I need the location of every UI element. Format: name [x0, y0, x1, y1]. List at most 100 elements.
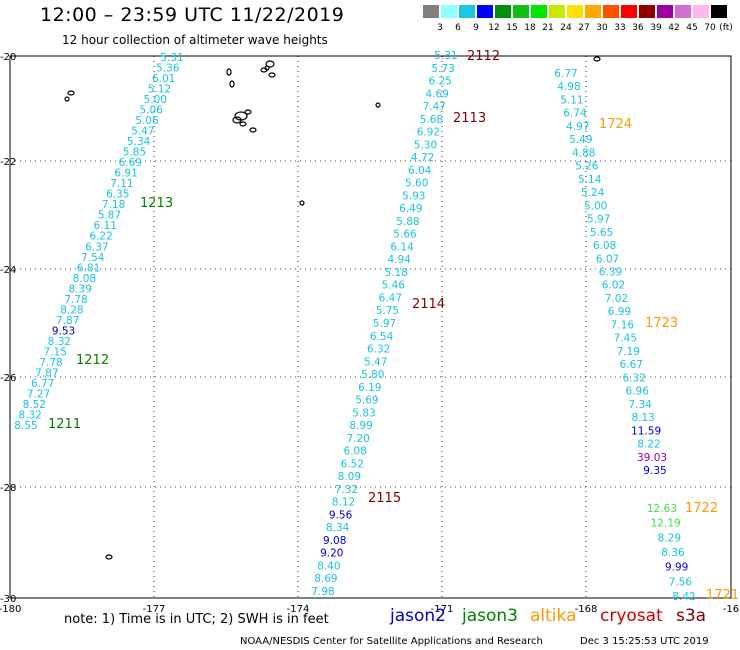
wave-height-value: 6.08 — [593, 240, 616, 252]
wave-height-value: 6.35 — [106, 189, 129, 201]
wave-height-value: 6.69 — [119, 157, 142, 169]
scale-swatch — [585, 5, 601, 18]
wave-height-value: 6.02 — [602, 280, 625, 292]
scale-swatch — [693, 5, 709, 18]
scale-label: 30 — [596, 23, 608, 33]
wave-height-value: 9.56 — [329, 509, 353, 521]
scale-swatch — [459, 5, 475, 18]
wave-height-value: 6.22 — [89, 231, 112, 243]
track-time-label: 1722 — [685, 501, 718, 516]
y-tick-label: -20 — [0, 52, 16, 63]
generation-timestamp: Dec 3 15:25:53 UTC 2019 — [580, 636, 709, 647]
wave-height-value: 6.32 — [623, 372, 646, 384]
scale-label: 21 — [542, 23, 554, 33]
wave-height-value: 4.97 — [566, 121, 589, 133]
wave-height-value: 7.56 — [669, 576, 693, 588]
island-outline — [229, 80, 235, 88]
wave-height-value: 5.97 — [587, 214, 610, 226]
wave-height-value: 8.52 — [23, 399, 46, 411]
axis-tick-labels: -180 -177 -174 -171 -168 -16 -20 -22 -24 -26 -28 -3… — [0, 52, 739, 615]
y-tick-label: -30 — [0, 594, 16, 605]
wave-height-value: 7.11 — [110, 178, 133, 190]
wave-height-value: 7.34 — [628, 399, 652, 411]
island-outline — [105, 554, 113, 560]
scale-label: 39 — [650, 23, 662, 33]
wave-height-value: 5.47 — [131, 126, 154, 138]
scale-unit: (ft) — [719, 23, 733, 33]
wave-height-value: 6.52 — [341, 458, 364, 470]
wave-height-value: 5.66 — [393, 229, 417, 241]
scale-label: 42 — [668, 23, 680, 33]
island-outline — [268, 72, 276, 78]
track-time-label: 2112 — [467, 49, 500, 64]
map-border — [9, 55, 732, 599]
wave-height-value: 5.97 — [373, 318, 396, 330]
scale-label: 33 — [614, 23, 626, 33]
wave-height-value: 5.26 — [575, 161, 599, 173]
page-title: 12:00 – 23:59 UTC 11/22/2019 — [40, 4, 345, 26]
footer-note: note: 1) Time is in UTC; 2) SWH is in fe… — [64, 612, 329, 627]
x-tick-label: -174 — [287, 604, 310, 615]
island-outline — [264, 65, 270, 71]
wave-height-value: 6.96 — [626, 386, 650, 398]
x-tick-label: -180 — [0, 604, 21, 615]
wave-height-value: 6.54 — [370, 331, 394, 343]
island-outline — [299, 200, 305, 206]
wave-height-value: 12.63 — [647, 503, 677, 515]
wave-height-value: 5.80 — [361, 369, 384, 381]
track-time-label: 1721 — [706, 588, 739, 603]
track-time-labels: 1213 1212 1211 2112 2113 2114 2115 1724 1723 1722… — [48, 49, 739, 603]
island-outline — [265, 60, 275, 68]
island-outline — [239, 121, 247, 127]
wave-height-value: 5.73 — [431, 63, 454, 75]
wave-height-value: 6.47 — [379, 292, 402, 304]
wave-height-value: 7.15 — [44, 346, 67, 358]
wave-height-value: 6.08 — [344, 446, 367, 458]
wave-height-value: 7.87 — [56, 315, 79, 327]
wave-height-value: 8.29 — [658, 532, 681, 544]
satellite-label-jason3: jason3 — [462, 606, 518, 626]
wave-height-value: 7.20 — [346, 433, 369, 445]
wave-height-value: 5.31 — [160, 52, 183, 64]
track-east: 6.774.985.11 6.744.975.494.88 5.265.145.24… — [554, 68, 667, 477]
x-tick-label: -177 — [143, 604, 166, 615]
wave-height-value: 8.55 — [14, 420, 37, 432]
scale-label: 12 — [488, 23, 500, 33]
wave-height-value: 5.88 — [396, 216, 419, 228]
track-east-tail: 12.63 12.19 8.29 8.36 9.99 7.56 8.42 — [647, 503, 696, 603]
wave-height-value: 6.11 — [94, 220, 117, 232]
track-time-label: 2115 — [368, 491, 401, 506]
wave-height-value: 9.99 — [665, 562, 688, 574]
wave-height-value: 6.07 — [596, 253, 619, 265]
island-outline — [244, 109, 252, 115]
wave-height-value: 8.36 — [661, 547, 685, 559]
wave-height-value: 6.19 — [358, 382, 381, 394]
wave-height-value: 6.77 — [554, 68, 577, 80]
track-time-label: 2113 — [453, 111, 486, 126]
map-frame — [9, 55, 732, 599]
wave-height-value: 6.81 — [77, 262, 100, 274]
scale-label: 3 — [437, 23, 443, 33]
wave-height-value: 5.31 — [434, 50, 457, 62]
scale-swatch — [657, 5, 673, 18]
satellite-label-cryosat: cryosat — [600, 606, 663, 626]
wave-height-value: 5.00 — [584, 200, 607, 212]
wave-height-value: 5.87 — [98, 210, 121, 222]
y-tick-label: -26 — [0, 373, 16, 384]
wave-height-value: 8.22 — [637, 439, 660, 451]
wave-height-value: 6.49 — [399, 203, 422, 215]
y-tick-label: -28 — [0, 483, 16, 494]
wave-height-value: 5.06 — [135, 115, 159, 127]
scale-swatch — [567, 5, 583, 18]
wave-height-value: 8.12 — [332, 497, 355, 509]
scale-swatch — [621, 5, 637, 18]
island-outline — [593, 56, 601, 62]
track-time-label: 1724 — [599, 117, 632, 132]
wave-height-value: 9.08 — [323, 535, 346, 547]
wave-height-value: 7.18 — [102, 199, 125, 211]
wave-height-value: 7.47 — [423, 101, 446, 113]
wave-height-value: 8.40 — [317, 560, 340, 572]
wave-height-value: 5.47 — [364, 356, 387, 368]
wave-height-value: 5.12 — [148, 84, 171, 96]
wave-height-value: 8.99 — [349, 420, 372, 432]
